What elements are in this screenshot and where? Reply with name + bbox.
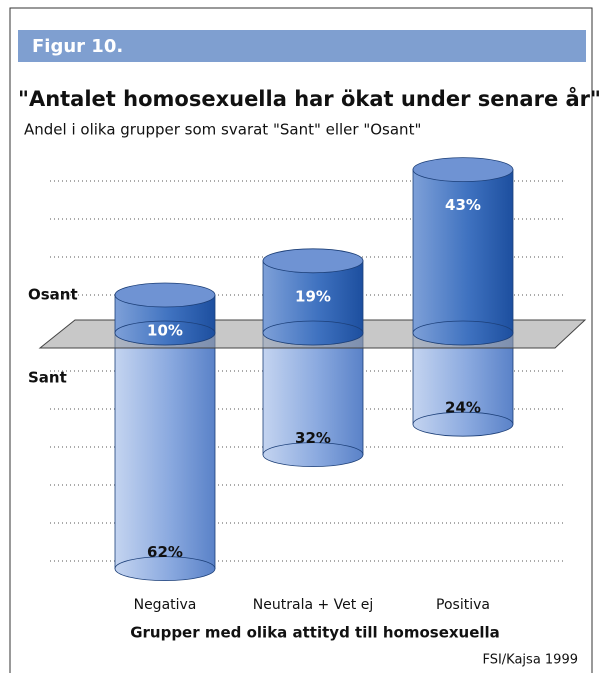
cylinder-top (262, 248, 364, 274)
value-label: 32% (295, 429, 331, 447)
cylinder (114, 282, 216, 346)
series-label: Osant (28, 286, 78, 304)
cylinder (114, 320, 216, 581)
value-label: 24% (445, 399, 481, 417)
cylinder (262, 248, 364, 346)
cylinder-bottom (114, 320, 216, 346)
figure-label: Figur 10. (32, 36, 123, 57)
series-label: Sant (28, 369, 67, 387)
frame (9, 7, 593, 673)
cylinder-bottom (412, 320, 514, 346)
cylinder-top (114, 282, 216, 308)
cylinder-top (412, 157, 514, 183)
cylinder-bottom (412, 411, 514, 437)
source: FSI/Kajsa 1999 (482, 653, 578, 668)
x-tick-label: Negativa (134, 597, 197, 613)
x-tick-label: Positiva (436, 597, 490, 613)
chart-title: "Antalet homosexuella har ökat under sen… (18, 86, 600, 111)
cylinder-body (114, 332, 216, 570)
header-band (18, 30, 586, 62)
cylinder-bottom (114, 556, 216, 581)
value-label: 43% (445, 196, 481, 214)
cylinder-bottom (262, 442, 364, 468)
cylinder-body (412, 169, 514, 334)
x-tick-label: Neutrala + Vet ej (253, 597, 373, 613)
chart-subtitle: Andel i olika grupper som svarat "Sant" … (24, 121, 421, 139)
cylinder-bottom (262, 320, 364, 346)
value-label: 10% (147, 322, 183, 340)
cylinder (412, 157, 514, 346)
x-axis-title: Grupper med olika attityd till homosexue… (130, 624, 500, 642)
value-label: 19% (295, 287, 331, 305)
value-label: 62% (147, 543, 183, 561)
cylinder-body (262, 332, 364, 455)
